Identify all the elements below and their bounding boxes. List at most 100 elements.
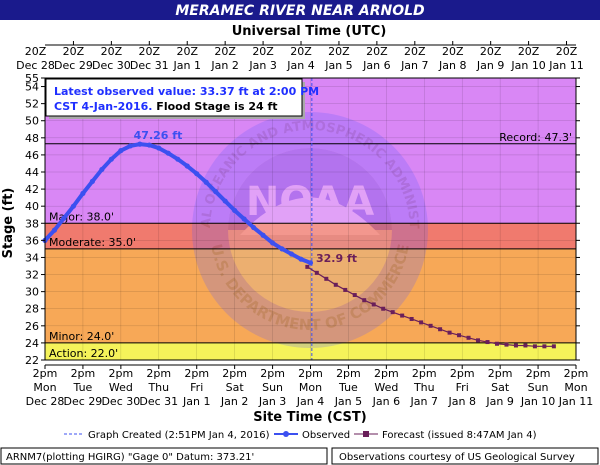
forecast-point [352,293,357,298]
top-x-tick-time: 20Z [139,45,161,58]
observed-point [165,150,171,156]
observed-point [307,260,314,266]
forecast-point [409,316,414,321]
top-x-tick-date: Jan 5 [324,59,352,72]
observed-point [156,145,162,151]
bottom-x-tick-day: Thu [147,381,169,394]
y-tick-label: 50 [25,115,39,128]
bottom-x-tick-time: 2pm [33,367,58,380]
flood-label-minor: Minor: 24.0' [49,330,114,343]
observed-point [269,240,276,246]
top-x-tick-date: Dec 29 [54,59,93,72]
top-x-tick-date: Jan 6 [362,59,390,72]
forecast-point [532,344,537,349]
y-tick-label: 46 [25,149,39,162]
footer-left-box [0,447,328,465]
bottom-x-tick-time: 2pm [222,367,247,380]
legend-graph-created: Graph Created (2:51PM Jan 4, 2016) [88,430,270,441]
observed-point [194,171,200,177]
svg-text:CST 4-Jan-2016. Flood Stage is: CST 4-Jan-2016. Flood Stage is 24 ft [54,100,278,113]
forecast-start-label: 32.9 ft [316,252,357,265]
bottom-x-tick-day: Sun [528,381,549,394]
top-x-tick-date: Jan 3 [248,59,276,72]
observed-series [42,141,314,266]
bottom-x-tick-time: 2pm [109,367,134,380]
top-x-tick-time: 20Z [214,45,236,58]
top-x-tick-date: Jan 10 [510,59,545,72]
top-x-tick-date: Dec 30 [92,59,131,72]
legend-observed-marker [283,431,289,437]
bottom-x-tick-time: 2pm [260,367,285,380]
zone-major [45,223,576,249]
top-x-tick-time: 20Z [518,45,540,58]
footer-datum: ARNM7(plotting HGIRG) "Gage 0" Datum: 37… [6,452,254,463]
y-tick-label: 24 [25,337,39,350]
bottom-x-tick-date: Dec 31 [139,395,178,408]
observed-point [137,141,143,147]
observed-point [279,246,285,252]
y-tick-label: 52 [25,98,39,111]
top-x-tick-time: 20Z [442,45,464,58]
flood-label-major: Major: 38.0' [49,210,114,223]
observed-point [175,156,181,162]
flood-stage-note: Flood Stage is 24 ft [152,100,277,113]
y-tick-label: 30 [25,286,39,299]
observed-point [232,207,238,214]
footer-credits: Observations courtesy of US Geological S… [339,452,575,463]
observed-point [51,227,58,233]
top-x-tick-time: 20Z [556,45,578,58]
y-axis-title: Stage (ft) [1,188,16,259]
observed-point [298,256,304,262]
top-x-tick-date: Jan 7 [400,59,428,72]
bottom-x-tick-time: 2pm [298,367,323,380]
forecast-point [523,343,528,348]
top-x-tick-date: Dec 31 [130,59,169,72]
bottom-x-tick-day: Fri [190,381,203,394]
latest-observation-date: CST 4-Jan-2016. [54,100,152,113]
observed-point [127,143,133,149]
top-x-tick-date: Jan 2 [210,59,238,72]
plot-frame [44,77,577,361]
bottom-x-tick-time: 2pm [450,367,475,380]
forecast-point [542,344,547,349]
top-x-tick-time: 20Z [101,45,123,58]
bottom-x-tick-date: Jan 2 [220,395,248,408]
y-tick-label: 26 [25,320,39,333]
legend-forecast: Forecast (issued 8:47AM Jan 4) [382,430,537,441]
forecast-point [457,333,462,338]
forecast-point [324,276,329,281]
bottom-x-tick-day: Tue [338,381,358,394]
bottom-x-tick-day: Mon [33,381,56,394]
watermark-inner-circle [228,148,392,312]
observed-point [61,215,67,221]
bottom-x-tick-day: Wed [374,381,398,394]
bottom-x-tick-time: 2pm [488,367,513,380]
observed-point [241,216,247,222]
bottom-x-tick-date: Dec 28 [26,395,65,408]
forecast-point [381,306,386,311]
top-x-tick-time: 20Z [176,45,198,58]
forecast-point [504,342,509,347]
flood-label-action: Action: 22.0' [49,347,118,360]
top-x-tick-date: Dec 28 [16,59,55,72]
y-tick-label: 38 [25,217,39,230]
forecast-point [371,302,376,307]
title-banner [0,0,600,20]
forecast-point [343,287,348,292]
observed-point [222,198,228,204]
bottom-x-tick-time: 2pm [374,367,399,380]
forecast-point [333,282,338,287]
peak-label: 47.26 ft [134,129,183,142]
observed-point [99,166,105,173]
watermark-upper-half [228,148,392,230]
bottom-x-tick-date: Jan 4 [296,395,324,408]
forecast-series [305,264,556,349]
bottom-x-tick-date: Jan 10 [520,395,555,408]
observed-point [288,251,295,257]
bottom-x-tick-time: 2pm [564,367,589,380]
observed-point [251,224,257,231]
top-axis-title: Universal Time (UTC) [232,24,387,39]
bottom-x-tick-day: Thu [413,381,435,394]
bottom-x-tick-date: Jan 6 [372,395,400,408]
